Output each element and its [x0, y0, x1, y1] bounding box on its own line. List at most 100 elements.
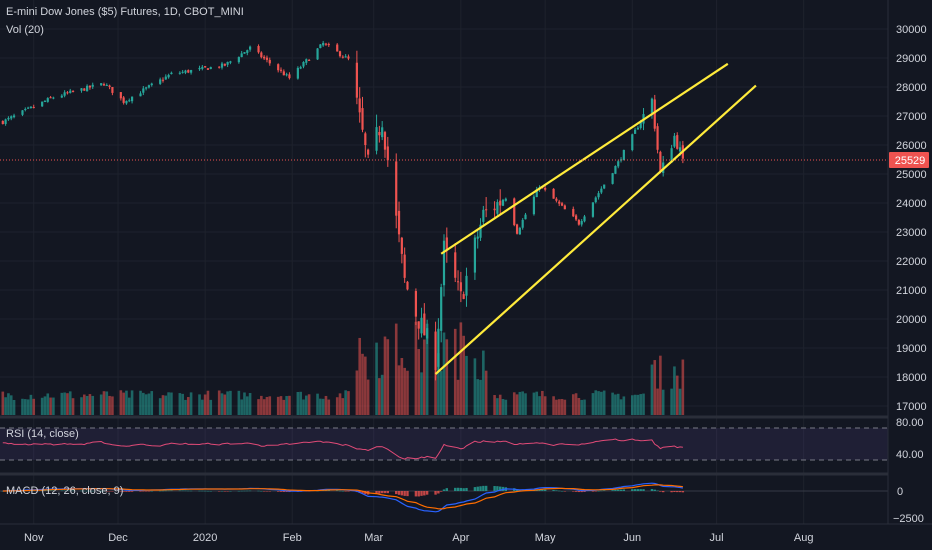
- volume-bar: [245, 396, 249, 415]
- volume-bar: [99, 394, 103, 415]
- macd-histogram-bar: [158, 490, 162, 492]
- volume-bar: [622, 396, 626, 415]
- volume-bar: [83, 394, 86, 415]
- volume-bar: [493, 395, 496, 415]
- trendline[interactable]: [440, 62, 729, 255]
- volume-bar: [482, 350, 485, 415]
- price-tick-label: 24000: [896, 198, 927, 210]
- macd-histogram-bar: [493, 486, 496, 491]
- volume-bar: [380, 374, 384, 415]
- candle-body: [594, 197, 597, 203]
- macd-histogram-bar: [71, 490, 75, 492]
- macd-histogram-bar: [423, 491, 426, 496]
- macd-histogram-bar: [414, 491, 418, 497]
- volume-bar: [32, 398, 36, 415]
- volume-bar: [597, 391, 600, 415]
- macd-histogram-bar: [496, 486, 499, 491]
- volume-bar: [91, 395, 95, 415]
- macd-histogram-bar: [52, 490, 55, 491]
- macd-label[interactable]: MACD (12, 26, close, 9): [6, 485, 124, 497]
- volume-bar: [226, 391, 229, 415]
- candle-body: [454, 252, 457, 278]
- rsi-tick-80: 80.00: [896, 417, 924, 429]
- candle-body: [145, 87, 148, 89]
- volume-bar: [66, 393, 69, 415]
- volume-bar: [386, 339, 390, 415]
- macd-histogram-bar: [631, 489, 634, 491]
- macd-histogram-bar: [574, 491, 578, 492]
- volume-bar: [240, 399, 243, 415]
- volume-bar: [383, 336, 387, 415]
- price-tick-label: 26000: [896, 140, 927, 152]
- price-axis[interactable]: 30000 29000 28000 27000 26000 25000 24000 23000…: [896, 24, 927, 413]
- macd-histogram-bar: [229, 490, 232, 492]
- price-axis-background: [888, 0, 932, 524]
- candle-body: [223, 63, 226, 66]
- candle-body: [617, 161, 620, 167]
- price-tick-label: 23000: [896, 227, 927, 239]
- volume-bar: [60, 392, 64, 415]
- candle-body: [580, 220, 583, 225]
- macd-histogram-bar: [602, 490, 606, 491]
- macd-histogram-bar: [63, 490, 66, 492]
- volume-bar: [364, 356, 367, 415]
- volume-bar: [600, 391, 603, 415]
- macd-histogram-bar: [184, 490, 187, 492]
- candle-body: [414, 291, 417, 317]
- volume-label[interactable]: Vol (20): [6, 24, 44, 36]
- candle-body: [437, 328, 440, 367]
- candle-body: [130, 96, 134, 102]
- volume-bar: [158, 398, 162, 415]
- volume-bar: [512, 392, 516, 415]
- candle-body: [386, 146, 389, 161]
- time-tick-label: 2020: [193, 532, 217, 544]
- candle-body: [302, 62, 305, 67]
- volume-bar: [299, 391, 302, 415]
- macd-histogram-bar: [397, 491, 401, 495]
- candle-body: [650, 98, 654, 113]
- time-axis[interactable]: Nov Dec 2020 Feb Mar Apr May Jun Jul Aug: [24, 532, 814, 544]
- volume-bar: [302, 399, 305, 415]
- volume-bar: [307, 394, 311, 415]
- macd-histogram-bar: [85, 490, 89, 492]
- candle-body: [24, 108, 27, 110]
- candle-body: [336, 44, 339, 52]
- macd-histogram-bar: [572, 491, 575, 492]
- volume-bars: [1, 321, 685, 415]
- macd-histogram-bar: [673, 491, 676, 493]
- time-tick-label: Jun: [623, 532, 641, 544]
- price-tick-label: 27000: [896, 111, 927, 123]
- volume-bar: [237, 390, 241, 415]
- trendline[interactable]: [434, 84, 757, 375]
- volume-bar: [108, 395, 111, 415]
- candle-body: [513, 198, 516, 226]
- macd-histogram-bar: [206, 490, 210, 492]
- candle-body: [479, 224, 482, 238]
- volume-bar: [338, 393, 342, 415]
- volume-bar: [591, 393, 595, 415]
- volume-bar: [147, 393, 151, 415]
- macd-histogram-bar: [161, 490, 165, 492]
- candle-body: [633, 129, 637, 134]
- candle-body: [125, 100, 128, 104]
- candle-body: [322, 42, 325, 46]
- candle-body: [80, 88, 83, 91]
- volume-bar: [223, 394, 227, 415]
- volume-bar: [437, 353, 440, 415]
- volume-bar: [563, 399, 567, 415]
- volume-bar: [189, 392, 193, 415]
- candle-body: [378, 132, 381, 136]
- trendlines[interactable]: [434, 62, 757, 375]
- candle-body: [184, 70, 187, 73]
- macd-histogram-bar: [417, 491, 420, 497]
- volume-bar: [102, 391, 106, 415]
- candle-body: [341, 56, 344, 58]
- rsi-label[interactable]: RSI (14, close): [6, 428, 79, 440]
- volume-bar: [276, 396, 280, 415]
- candle-body: [678, 147, 682, 152]
- candle-body: [181, 71, 184, 73]
- candle-body: [32, 107, 35, 109]
- macd-histogram-bar: [552, 490, 555, 491]
- candle-body: [327, 44, 330, 46]
